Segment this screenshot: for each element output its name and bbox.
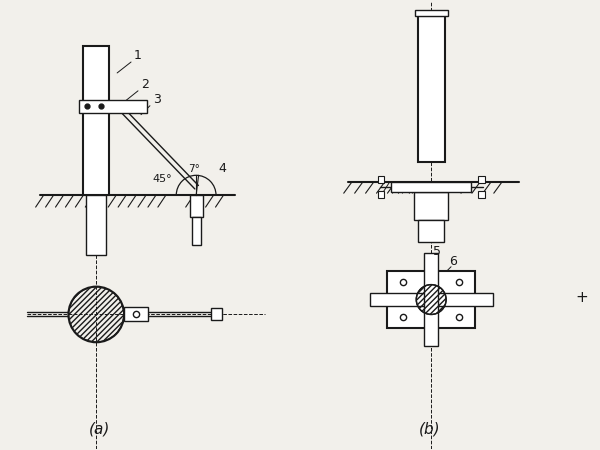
- Bar: [191, 217, 200, 245]
- Bar: [418, 16, 445, 162]
- Text: 45°: 45°: [153, 174, 173, 184]
- Bar: [124, 307, 148, 321]
- Bar: [478, 176, 485, 183]
- Bar: [83, 46, 109, 195]
- Text: 6: 6: [449, 255, 457, 268]
- Bar: [418, 220, 444, 242]
- Bar: [377, 176, 385, 183]
- Text: (b): (b): [419, 422, 441, 436]
- Text: (a): (a): [89, 422, 110, 436]
- Bar: [190, 195, 203, 217]
- Text: 5: 5: [433, 245, 441, 258]
- Bar: [211, 309, 223, 320]
- Text: 4: 4: [218, 162, 226, 176]
- Bar: [86, 195, 106, 255]
- Bar: [79, 100, 147, 112]
- Bar: [391, 182, 471, 192]
- Bar: [415, 10, 448, 16]
- Bar: [377, 191, 385, 198]
- Text: 1: 1: [134, 49, 142, 62]
- Bar: [424, 253, 438, 346]
- Text: 3: 3: [153, 93, 161, 106]
- Text: +: +: [575, 289, 588, 305]
- Bar: [370, 292, 493, 306]
- Text: 2: 2: [141, 78, 149, 91]
- Bar: [414, 192, 448, 220]
- Bar: [478, 191, 485, 198]
- Text: 7°: 7°: [188, 164, 200, 174]
- Bar: [388, 271, 475, 328]
